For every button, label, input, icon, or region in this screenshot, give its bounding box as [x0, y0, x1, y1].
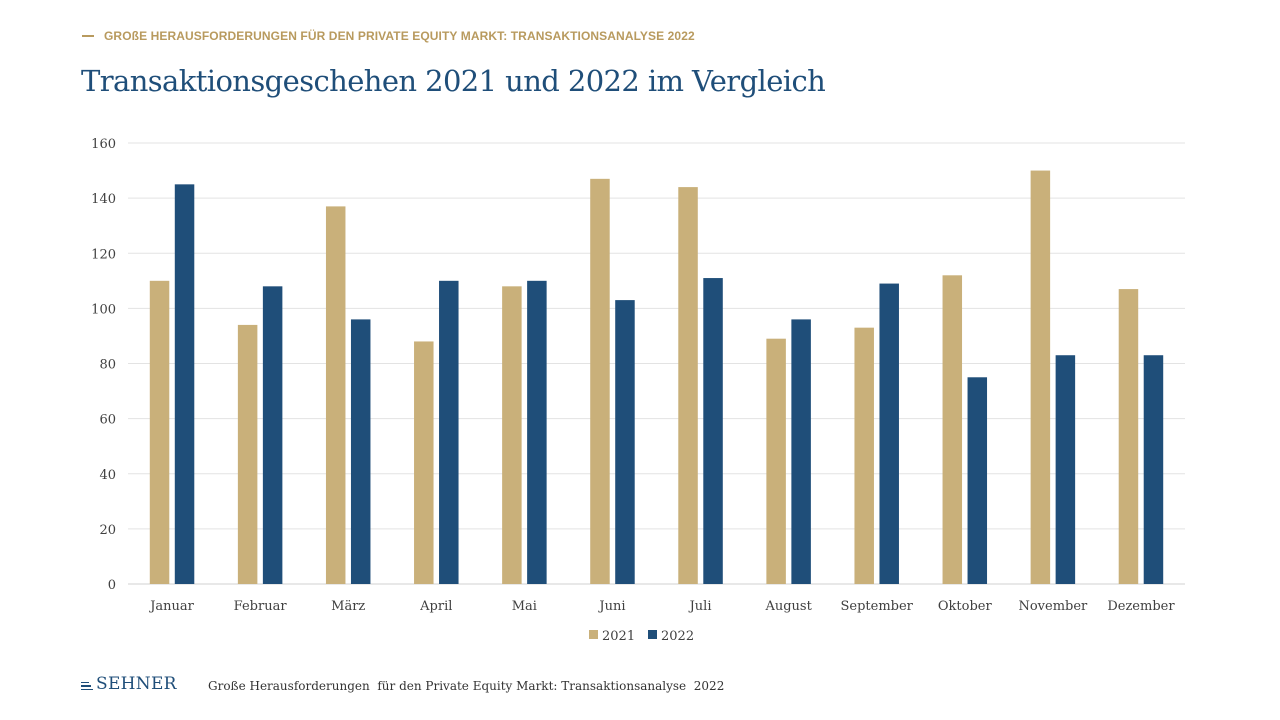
- kicker-dash: [82, 35, 94, 37]
- bar-2022: [615, 300, 635, 584]
- logo-text: SEHNER: [96, 674, 177, 694]
- x-tick-label: April: [419, 599, 452, 614]
- y-tick-label: 160: [91, 137, 116, 152]
- y-tick-label: 40: [99, 468, 116, 483]
- x-tick-label: Juli: [688, 599, 712, 614]
- legend-label: 2021: [602, 629, 635, 644]
- x-tick-label: November: [1018, 599, 1088, 614]
- y-tick-label: 140: [91, 192, 116, 207]
- bar-2021: [325, 206, 346, 585]
- x-tick-label: Oktober: [938, 599, 993, 614]
- bar-2021: [502, 286, 522, 584]
- bar-2022: [879, 283, 899, 584]
- bar-2021: [1030, 170, 1051, 584]
- y-tick-label: 120: [91, 247, 116, 262]
- x-tick-label: Mai: [512, 599, 537, 614]
- bar-2022: [439, 280, 459, 584]
- sehner-logo: SEHNER: [81, 674, 177, 694]
- legend-swatch: [648, 630, 657, 639]
- footer-caption: Große Herausforderungen für den Private …: [208, 679, 725, 693]
- bar-2022: [967, 377, 988, 584]
- kicker-text: GROßE HERAUSFORDERUNGEN FÜR DEN PRIVATE …: [104, 29, 695, 43]
- x-tick-label: Juni: [597, 599, 625, 614]
- bar-2022: [350, 319, 371, 584]
- y-tick-label: 100: [91, 302, 116, 317]
- x-tick-label: August: [764, 599, 812, 614]
- x-tick-label: März: [331, 599, 365, 614]
- x-tick-label: Februar: [234, 599, 288, 614]
- legend-label: 2022: [661, 629, 694, 644]
- bar-2021: [1118, 289, 1139, 584]
- bar-2022: [1055, 355, 1076, 584]
- bar-2021: [942, 275, 963, 584]
- y-tick-label: 20: [99, 523, 116, 538]
- bar-2021: [766, 338, 786, 584]
- bar-2021: [678, 187, 698, 584]
- logo-lines-icon: [81, 681, 93, 691]
- page-title: Transaktionsgeschehen 2021 und 2022 im V…: [81, 64, 826, 98]
- bar-2021: [237, 324, 258, 584]
- y-tick-label: 80: [99, 358, 116, 373]
- x-tick-label: Januar: [148, 599, 194, 614]
- bar-2022: [174, 184, 195, 584]
- legend-swatch: [589, 630, 598, 639]
- section-kicker: GROßE HERAUSFORDERUNGEN FÜR DEN PRIVATE …: [82, 29, 695, 43]
- bar-2022: [791, 319, 811, 584]
- x-tick-label: Dezember: [1107, 599, 1175, 614]
- bar-2022: [1143, 355, 1164, 584]
- y-tick-label: 0: [108, 578, 116, 593]
- bar-2022: [262, 286, 283, 584]
- bar-2022: [703, 278, 723, 584]
- y-tick-label: 60: [99, 413, 116, 428]
- x-tick-label: September: [841, 599, 914, 614]
- bar-2021: [590, 178, 610, 585]
- bar-2021: [414, 341, 434, 584]
- bar-2021: [854, 327, 874, 584]
- bar-2022: [527, 280, 547, 584]
- bar-2021: [149, 280, 170, 584]
